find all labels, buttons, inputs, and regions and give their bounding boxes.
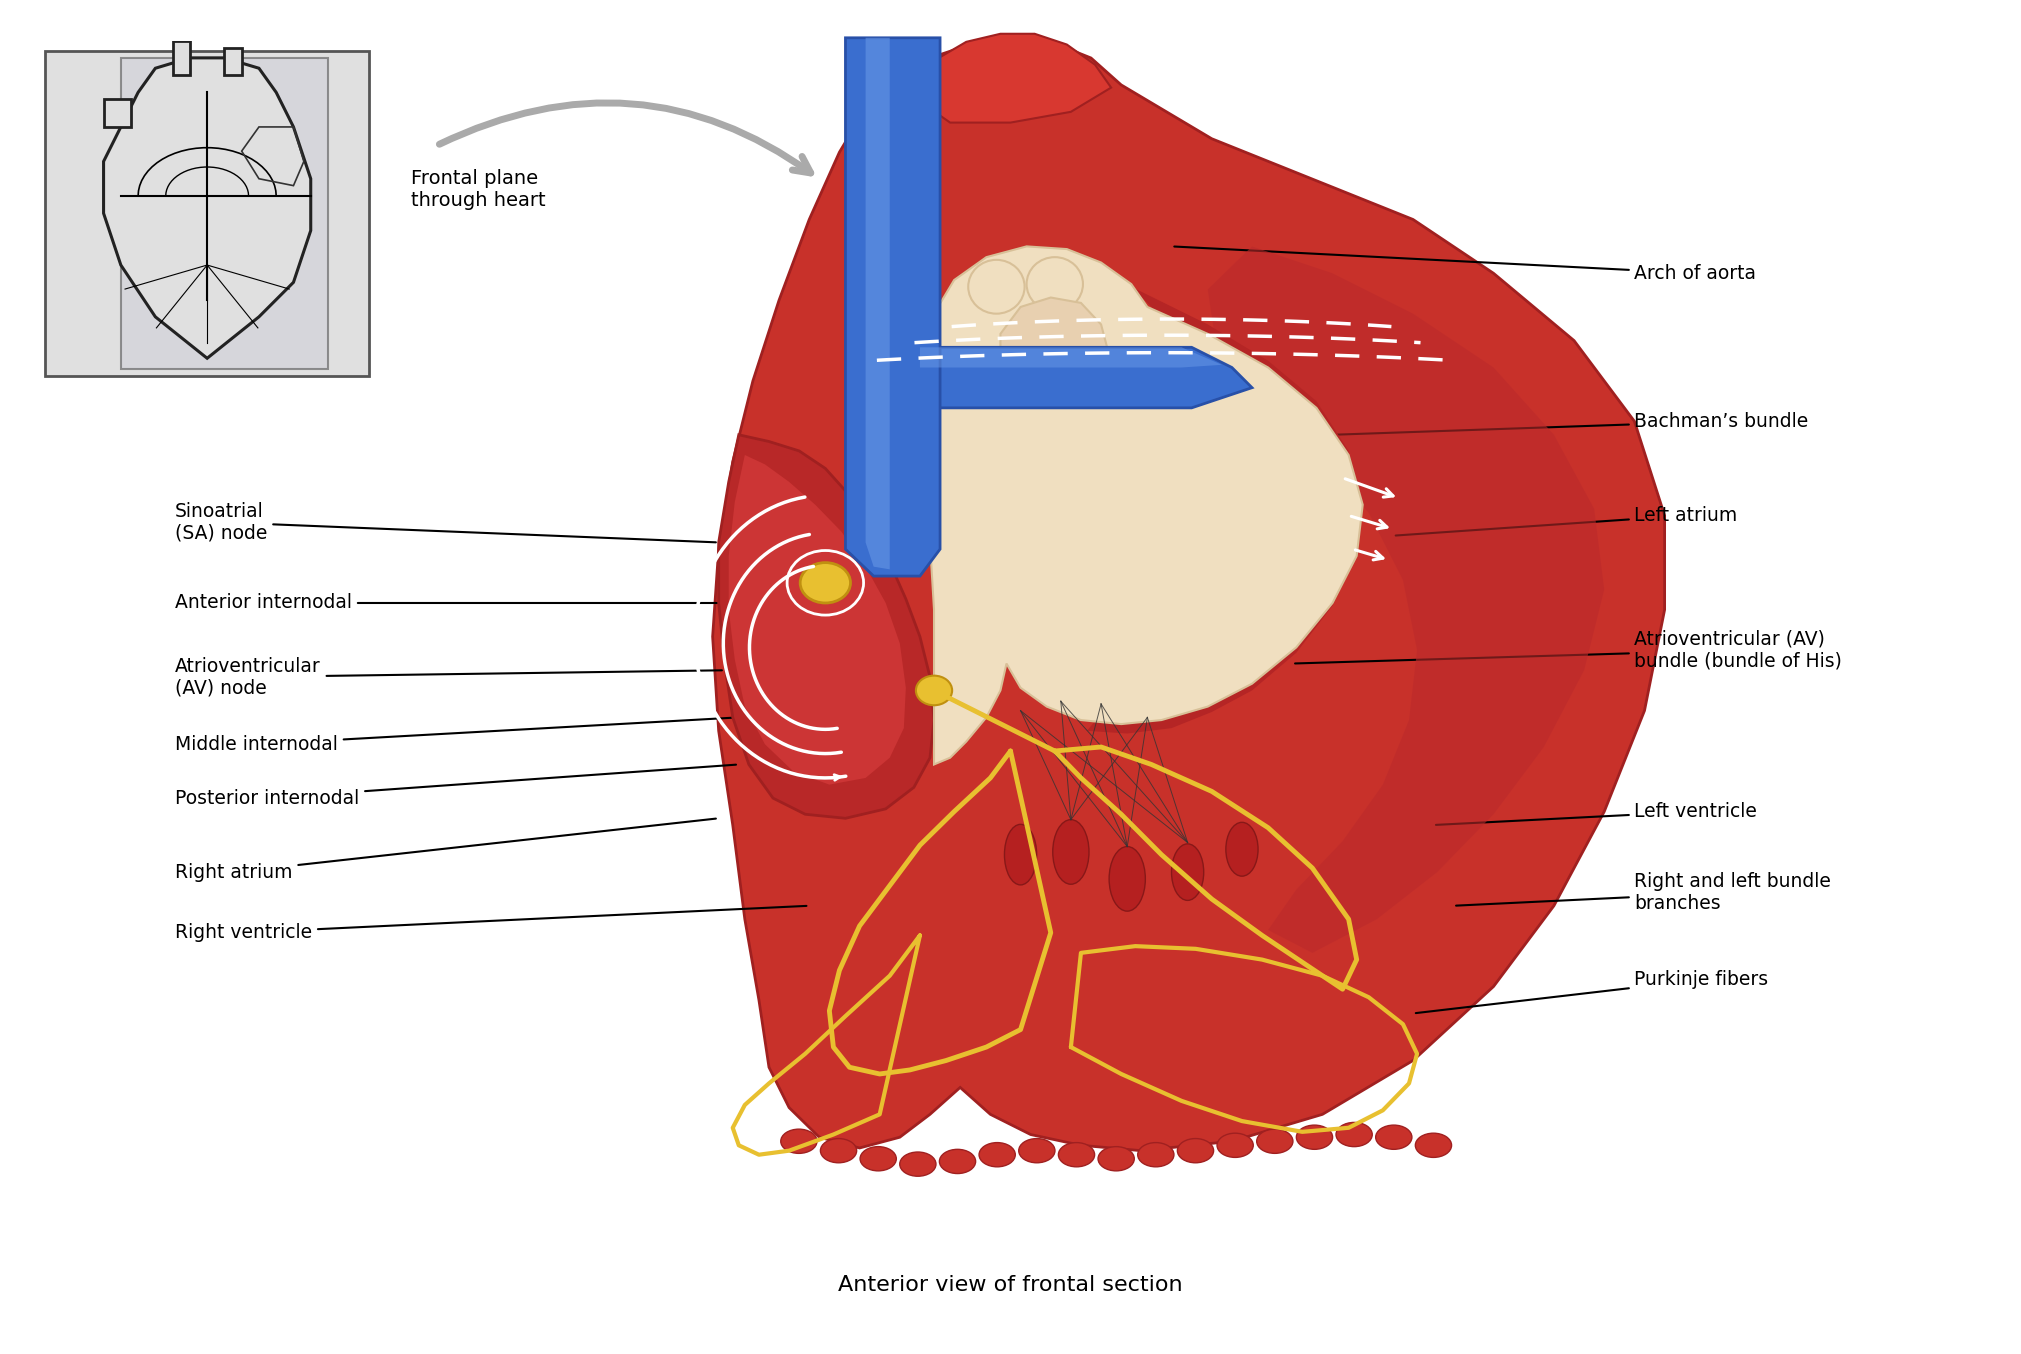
- Ellipse shape: [1059, 1143, 1095, 1167]
- Ellipse shape: [940, 1150, 976, 1174]
- Polygon shape: [845, 38, 940, 575]
- Text: Left ventricle: Left ventricle: [1437, 802, 1758, 825]
- Polygon shape: [121, 58, 327, 368]
- Polygon shape: [1087, 287, 1362, 734]
- Ellipse shape: [968, 260, 1025, 314]
- Text: Arch of aorta: Arch of aorta: [1174, 246, 1756, 283]
- Ellipse shape: [1376, 1125, 1413, 1150]
- Ellipse shape: [1172, 844, 1205, 900]
- Ellipse shape: [978, 1143, 1015, 1167]
- Polygon shape: [865, 38, 889, 569]
- Text: Right and left bundle
branches: Right and left bundle branches: [1455, 872, 1831, 913]
- Polygon shape: [1209, 246, 1605, 953]
- Ellipse shape: [1097, 1147, 1134, 1171]
- Text: Anterior internodal: Anterior internodal: [176, 593, 721, 612]
- Ellipse shape: [800, 563, 851, 603]
- Ellipse shape: [1336, 1122, 1372, 1147]
- Text: Posterior internodal: Posterior internodal: [176, 765, 736, 807]
- Ellipse shape: [916, 676, 952, 705]
- Polygon shape: [930, 246, 1362, 765]
- Ellipse shape: [1019, 1139, 1055, 1163]
- Ellipse shape: [1227, 822, 1257, 876]
- Polygon shape: [44, 51, 370, 375]
- Polygon shape: [920, 348, 1223, 367]
- Ellipse shape: [861, 1147, 895, 1171]
- Text: Purkinje fibers: Purkinje fibers: [1417, 971, 1768, 1013]
- Ellipse shape: [1257, 1129, 1293, 1154]
- Text: Atrioventricular
(AV) node: Atrioventricular (AV) node: [176, 657, 721, 697]
- Text: Right ventricle: Right ventricle: [176, 906, 806, 942]
- Text: Bachman’s bundle: Bachman’s bundle: [1336, 412, 1809, 435]
- Text: Anterior view of frontal section: Anterior view of frontal section: [839, 1275, 1182, 1296]
- Ellipse shape: [821, 1139, 857, 1163]
- Ellipse shape: [780, 1129, 816, 1154]
- Polygon shape: [920, 348, 1253, 408]
- Polygon shape: [224, 47, 243, 76]
- Text: Middle internodal: Middle internodal: [176, 718, 736, 754]
- Polygon shape: [713, 38, 1665, 1151]
- Ellipse shape: [1004, 825, 1037, 886]
- Polygon shape: [730, 455, 905, 785]
- Text: Sinoatrial
(SA) node: Sinoatrial (SA) node: [176, 502, 715, 543]
- Text: Left atrium: Left atrium: [1397, 506, 1738, 536]
- Ellipse shape: [899, 1152, 936, 1177]
- Text: Atrioventricular (AV)
bundle (bundle of His): Atrioventricular (AV) bundle (bundle of …: [1295, 630, 1843, 670]
- Ellipse shape: [1178, 1139, 1213, 1163]
- Ellipse shape: [1053, 819, 1089, 884]
- Polygon shape: [905, 34, 1112, 123]
- Text: Frontal plane
through heart: Frontal plane through heart: [410, 169, 546, 210]
- Ellipse shape: [1295, 1125, 1332, 1150]
- Ellipse shape: [1138, 1143, 1174, 1167]
- Polygon shape: [719, 435, 934, 818]
- Polygon shape: [172, 41, 190, 76]
- Ellipse shape: [1217, 1133, 1253, 1158]
- Ellipse shape: [1110, 846, 1146, 911]
- Ellipse shape: [1027, 257, 1083, 311]
- Polygon shape: [103, 99, 131, 127]
- Polygon shape: [103, 58, 311, 359]
- Text: Right atrium: Right atrium: [176, 819, 715, 881]
- Ellipse shape: [1415, 1133, 1451, 1158]
- Polygon shape: [1000, 298, 1108, 364]
